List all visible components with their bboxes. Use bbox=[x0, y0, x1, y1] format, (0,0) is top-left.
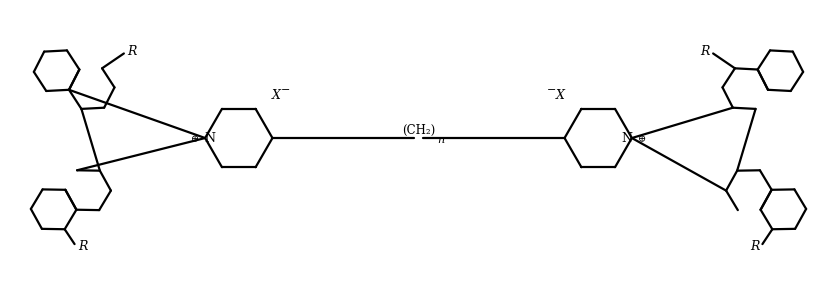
Text: ⊕: ⊕ bbox=[191, 136, 199, 144]
Text: R: R bbox=[700, 45, 709, 58]
Text: (CH₂): (CH₂) bbox=[401, 124, 435, 136]
Text: R: R bbox=[127, 45, 136, 58]
Text: X: X bbox=[272, 89, 281, 102]
Text: n: n bbox=[436, 135, 443, 145]
Text: R: R bbox=[78, 240, 87, 253]
Text: R: R bbox=[749, 240, 758, 253]
Text: N: N bbox=[204, 131, 216, 145]
Text: −: − bbox=[547, 85, 556, 96]
Text: ⊕: ⊕ bbox=[637, 136, 645, 144]
Text: X: X bbox=[555, 89, 564, 102]
Text: −: − bbox=[280, 85, 289, 96]
Text: N: N bbox=[620, 131, 632, 145]
